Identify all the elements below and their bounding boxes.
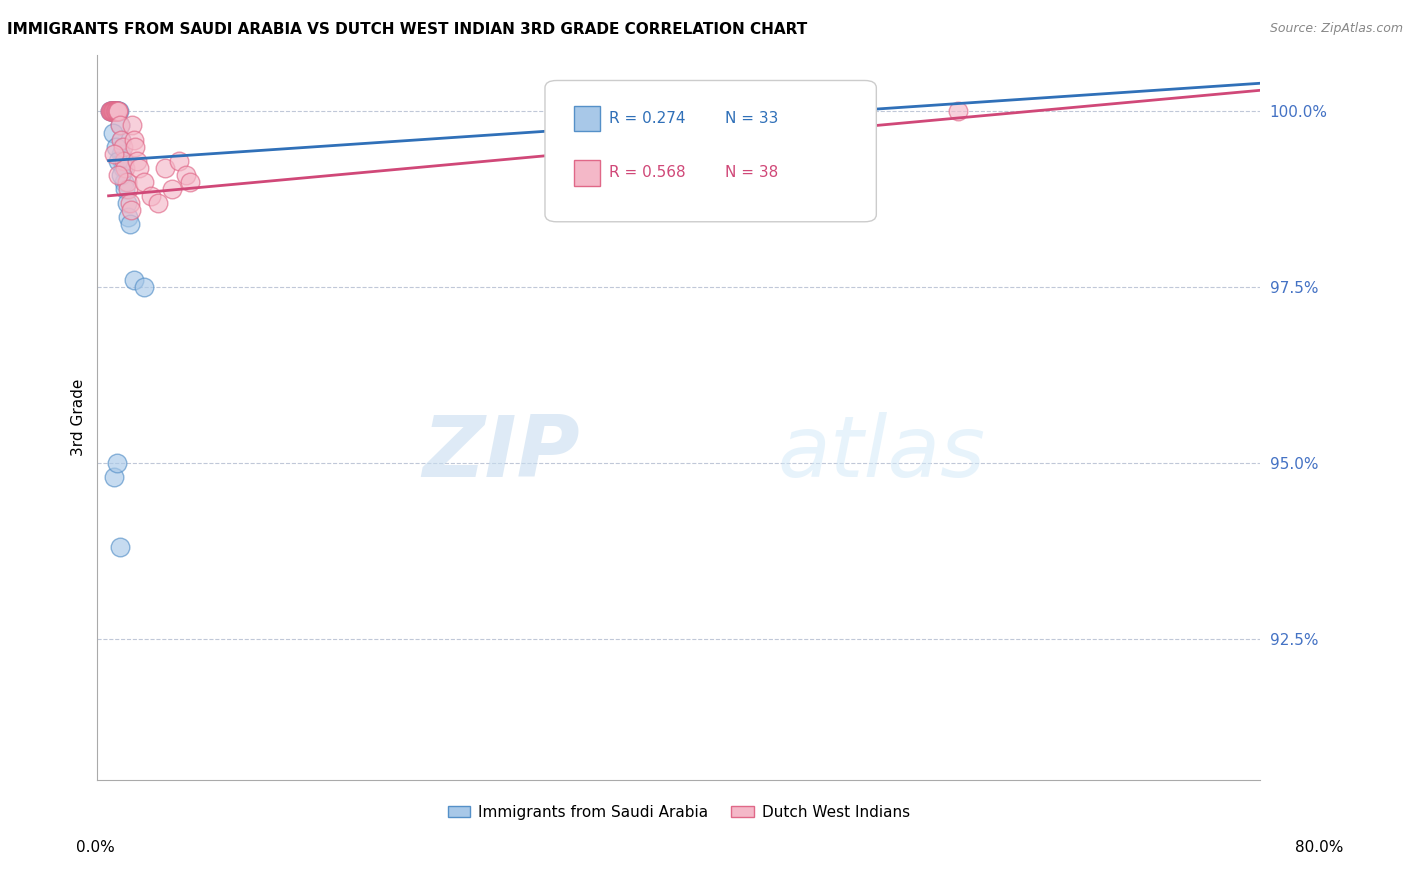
Point bbox=[111, 153, 134, 168]
Point bbox=[115, 175, 138, 189]
Point bbox=[110, 132, 132, 146]
Point bbox=[946, 104, 969, 119]
Point bbox=[103, 104, 125, 119]
Point bbox=[122, 132, 145, 146]
Point bbox=[100, 104, 122, 119]
Point bbox=[100, 104, 122, 119]
Text: ZIP: ZIP bbox=[422, 412, 579, 495]
Point bbox=[160, 182, 183, 196]
Point bbox=[107, 153, 129, 168]
Point bbox=[114, 182, 136, 196]
Point bbox=[103, 104, 125, 119]
Point bbox=[107, 168, 129, 182]
Point bbox=[105, 104, 128, 119]
Point bbox=[104, 104, 127, 119]
Point bbox=[108, 104, 131, 119]
Point bbox=[110, 132, 132, 146]
Point bbox=[118, 217, 141, 231]
Point bbox=[118, 195, 141, 210]
Point bbox=[98, 104, 121, 119]
Point bbox=[112, 175, 135, 189]
Point bbox=[111, 139, 134, 153]
Point bbox=[153, 161, 176, 175]
Point bbox=[107, 104, 129, 119]
Point bbox=[174, 168, 197, 182]
Point bbox=[104, 104, 127, 119]
Point bbox=[132, 175, 155, 189]
Legend: Immigrants from Saudi Arabia, Dutch West Indians: Immigrants from Saudi Arabia, Dutch West… bbox=[441, 799, 915, 826]
Point bbox=[105, 104, 128, 119]
Point bbox=[105, 104, 128, 119]
Text: N = 38: N = 38 bbox=[725, 165, 779, 180]
Point bbox=[117, 182, 139, 196]
Text: 0.0%: 0.0% bbox=[76, 840, 115, 855]
Point bbox=[167, 153, 190, 168]
Point bbox=[132, 280, 155, 294]
Point bbox=[107, 104, 129, 119]
Point bbox=[128, 161, 150, 175]
Point bbox=[101, 126, 124, 140]
Point bbox=[100, 104, 122, 119]
Point bbox=[103, 470, 125, 484]
Point bbox=[124, 139, 146, 153]
Point bbox=[105, 104, 128, 119]
Point bbox=[101, 104, 124, 119]
Point bbox=[103, 104, 125, 119]
Point bbox=[110, 168, 132, 182]
FancyBboxPatch shape bbox=[574, 161, 599, 186]
Point bbox=[104, 139, 127, 153]
Point bbox=[117, 210, 139, 224]
Point bbox=[107, 104, 129, 119]
Point bbox=[110, 146, 132, 161]
Point bbox=[121, 119, 143, 133]
Point bbox=[101, 104, 124, 119]
Point bbox=[100, 104, 122, 119]
Point bbox=[104, 104, 127, 119]
Point bbox=[108, 541, 131, 555]
Point bbox=[103, 146, 125, 161]
Point bbox=[122, 273, 145, 287]
Point bbox=[120, 202, 142, 217]
Point bbox=[112, 153, 135, 168]
Point bbox=[125, 153, 148, 168]
Point bbox=[179, 175, 201, 189]
Text: R = 0.568: R = 0.568 bbox=[609, 165, 686, 180]
Point bbox=[146, 195, 169, 210]
Point bbox=[107, 104, 129, 119]
Text: IMMIGRANTS FROM SAUDI ARABIA VS DUTCH WEST INDIAN 3RD GRADE CORRELATION CHART: IMMIGRANTS FROM SAUDI ARABIA VS DUTCH WE… bbox=[7, 22, 807, 37]
Text: R = 0.274: R = 0.274 bbox=[609, 111, 685, 126]
Point bbox=[98, 104, 121, 119]
Y-axis label: 3rd Grade: 3rd Grade bbox=[72, 379, 86, 456]
Point bbox=[108, 119, 131, 133]
Text: Source: ZipAtlas.com: Source: ZipAtlas.com bbox=[1270, 22, 1403, 36]
Point bbox=[114, 161, 136, 175]
Point bbox=[115, 195, 138, 210]
Point bbox=[104, 104, 127, 119]
Point bbox=[139, 189, 162, 203]
Point bbox=[103, 104, 125, 119]
Point bbox=[108, 119, 131, 133]
Point bbox=[101, 104, 124, 119]
FancyBboxPatch shape bbox=[574, 106, 599, 131]
Point bbox=[101, 104, 124, 119]
FancyBboxPatch shape bbox=[546, 80, 876, 222]
Point bbox=[111, 161, 134, 175]
Text: atlas: atlas bbox=[778, 412, 986, 495]
Text: 80.0%: 80.0% bbox=[1295, 840, 1343, 855]
Point bbox=[105, 456, 128, 470]
Text: N = 33: N = 33 bbox=[725, 111, 779, 126]
